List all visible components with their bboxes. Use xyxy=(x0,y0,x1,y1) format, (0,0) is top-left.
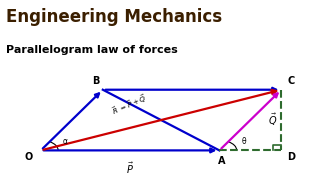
Text: A: A xyxy=(218,156,226,166)
Text: C: C xyxy=(288,76,295,86)
Text: O: O xyxy=(24,152,33,162)
Text: Parallelogram law of forces: Parallelogram law of forces xyxy=(6,45,178,55)
Text: D: D xyxy=(287,152,295,162)
Text: θ: θ xyxy=(242,137,246,146)
Text: Engineering Mechanics: Engineering Mechanics xyxy=(6,8,222,26)
Text: $\vec{R}$ $=\vec{P}+\vec{Q}$: $\vec{R}$ $=\vec{P}+\vec{Q}$ xyxy=(110,91,149,118)
Text: $\vec{Q}$: $\vec{Q}$ xyxy=(268,112,277,128)
Text: B: B xyxy=(92,76,99,86)
Text: $\vec{P}$: $\vec{P}$ xyxy=(126,161,134,176)
Text: α: α xyxy=(63,137,68,146)
